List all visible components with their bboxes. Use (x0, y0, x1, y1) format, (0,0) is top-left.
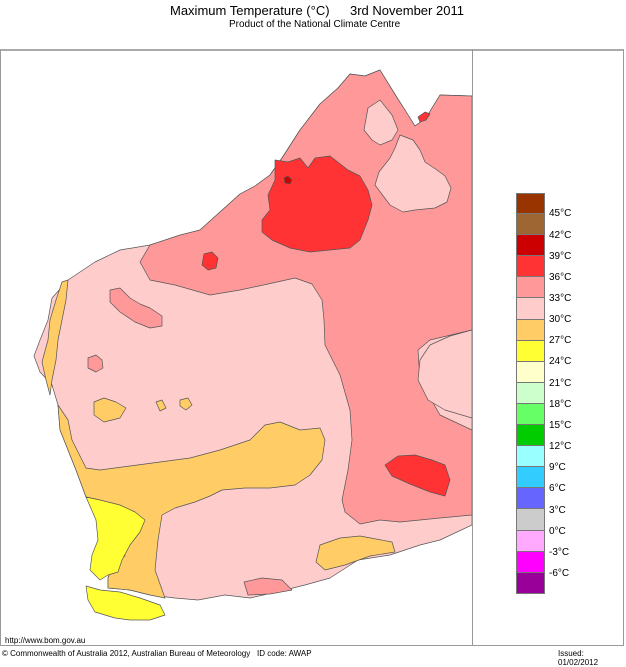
region-27c-patch-a (93, 397, 127, 423)
source-url: http://www.bom.gov.au (5, 636, 86, 645)
region-36c-ne-coast (417, 111, 431, 123)
legend-label: 45°C (549, 208, 572, 219)
legend-swatch (516, 298, 545, 320)
title-text: Maximum Temperature (°C) (170, 3, 330, 18)
legend-label: 15°C (549, 420, 572, 431)
region-24c (85, 496, 146, 581)
region-33c-patch-a (109, 287, 163, 329)
legend-label: 39°C (549, 251, 572, 262)
legend-label: 12°C (549, 441, 572, 452)
legend-label: 36°C (549, 272, 572, 283)
legend-swatch (516, 425, 545, 447)
legend-swatch (516, 530, 545, 552)
legend-swatch (516, 572, 545, 594)
legend-label: 18°C (549, 399, 572, 410)
legend-swatch (516, 193, 545, 215)
legend-swatch (516, 509, 545, 531)
region-33c-patch-b (87, 354, 104, 373)
legend-label: 9°C (549, 462, 566, 473)
legend-label: 30°C (549, 314, 572, 325)
region-36c-se (384, 454, 451, 497)
legend-label: 21°C (549, 378, 572, 389)
legend-swatch (516, 382, 545, 404)
legend-swatch (516, 446, 545, 468)
legend-swatches (516, 193, 545, 594)
region-27c-patch-d (155, 399, 167, 412)
legend-label: 42°C (549, 230, 572, 241)
legend-swatch (516, 319, 545, 341)
legend-label: 6°C (549, 483, 566, 494)
region-39c-small (283, 175, 293, 185)
legend-swatch (516, 340, 545, 362)
region-30c-east-patch (417, 329, 472, 419)
legend-swatch (516, 403, 545, 426)
legend-swatch (516, 551, 545, 573)
region-24c-south (85, 585, 166, 621)
region-27c-west (41, 279, 69, 396)
region-27c-patch-c (179, 397, 193, 411)
legend-swatch (516, 256, 545, 278)
legend-swatch (516, 214, 545, 236)
region-30c-north-patch (363, 99, 399, 146)
legend-label: 33°C (549, 293, 572, 304)
legend-label: -6°C (549, 568, 570, 579)
map-frame (0, 49, 624, 646)
temperature-map (33, 69, 472, 621)
frame-divider (472, 49, 473, 646)
legend-swatch (516, 488, 545, 510)
issued-date: Issued: 01/02/2012 (558, 649, 599, 667)
subtitle: Product of the National Climate Centre (229, 19, 401, 30)
legend-swatch (516, 361, 545, 383)
region-36c-west-patch (201, 251, 219, 271)
legend-swatch (516, 467, 545, 489)
legend-label: 24°C (549, 356, 572, 367)
region-30c-ne-island (374, 134, 452, 213)
legend-swatch (516, 277, 545, 299)
legend-label: 3°C (549, 505, 566, 516)
legend-label: -3°C (549, 547, 570, 558)
legend-label: 27°C (549, 335, 572, 346)
copyright-text: © Commonwealth of Australia 2012, Austra… (2, 649, 251, 658)
legend-swatch (516, 235, 545, 257)
legend-label: 0°C (549, 526, 566, 537)
region-27c-patch-b (315, 535, 396, 571)
region-33c-patch-c (243, 577, 293, 596)
id-code: ID code: AWAP (257, 649, 312, 658)
title-date: 3rd November 2011 (350, 3, 464, 18)
temperature-legend: 45°C 42°C 39°C 36°C 33°C 30°C 27°C 24°C … (516, 193, 571, 594)
